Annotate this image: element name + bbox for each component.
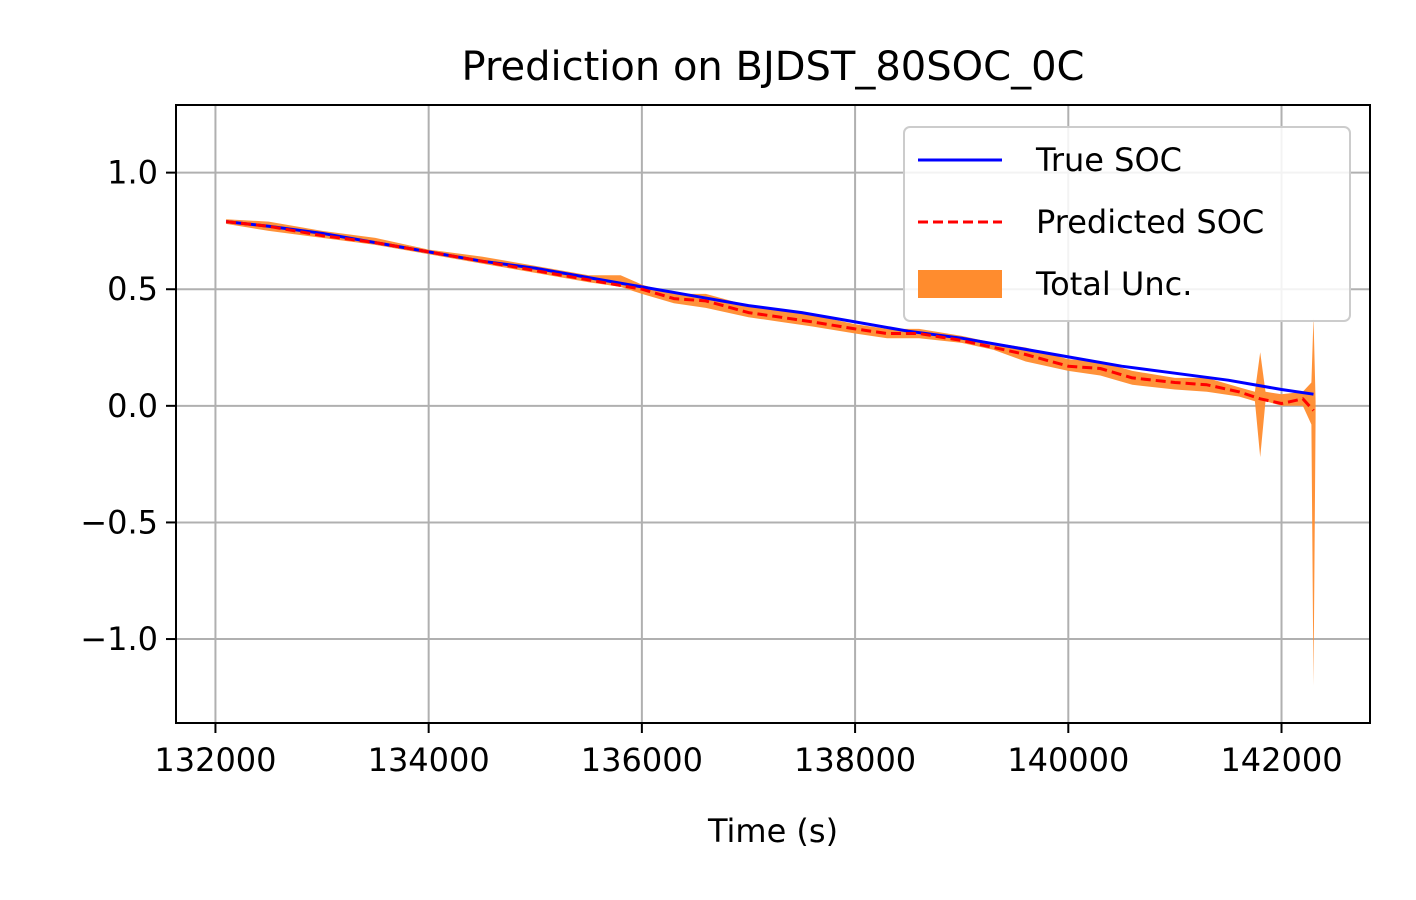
y-tick-label: 0.0 bbox=[107, 387, 158, 425]
legend-predicted-soc-label: Predicted SOC bbox=[1036, 203, 1264, 241]
x-tick-label: 136000 bbox=[581, 741, 703, 779]
x-tick-label: 142000 bbox=[1220, 741, 1342, 779]
y-tick-label: 1.0 bbox=[107, 154, 158, 192]
legend-total-unc-label: Total Unc. bbox=[1035, 265, 1192, 303]
uncertainty-band-layer bbox=[226, 219, 1316, 686]
plot-frame bbox=[175, 104, 1371, 724]
legend-total-unc-swatch bbox=[918, 270, 1002, 298]
legend-box bbox=[903, 126, 1351, 322]
y-tick-label: −0.5 bbox=[80, 503, 158, 541]
x-tick-label: 138000 bbox=[794, 741, 916, 779]
ticks: 132000 134000 136000 138000 140000 142000 1.0 0… bbox=[80, 154, 1342, 779]
predicted-soc-line bbox=[225, 220, 1315, 412]
chart-title: Prediction on BJDST_80SOC_0C bbox=[462, 44, 1085, 90]
y-tick-label: −1.0 bbox=[80, 620, 158, 658]
total-uncertainty-band bbox=[226, 219, 1316, 686]
series-layer bbox=[225, 220, 1315, 412]
legend-true-soc-label: True SOC bbox=[1035, 141, 1182, 179]
y-tick-label: 0.5 bbox=[107, 270, 158, 308]
x-tick-label: 140000 bbox=[1007, 741, 1129, 779]
true-soc-line bbox=[225, 220, 1314, 396]
legend: True SOC Predicted SOC Total Unc. bbox=[903, 126, 1351, 322]
x-axis-label: Time (s) bbox=[707, 812, 838, 850]
x-tick-label: 134000 bbox=[368, 741, 490, 779]
x-tick-label: 132000 bbox=[154, 741, 276, 779]
